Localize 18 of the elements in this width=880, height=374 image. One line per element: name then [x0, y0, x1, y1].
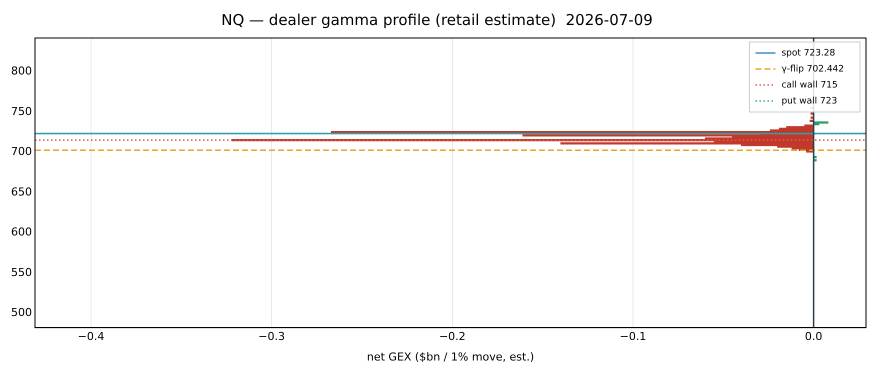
- y-tick-label: 700: [10, 145, 32, 158]
- y-tick-label: 500: [10, 306, 32, 319]
- x-tick-label: −0.4: [78, 330, 104, 344]
- y-tick-label: 550: [10, 266, 32, 279]
- legend-label: spot 723.28: [781, 48, 836, 58]
- x-tick-label: −0.2: [438, 330, 466, 344]
- chart-title: NQ — dealer gamma profile (retail estimate) 2026-07-09: [221, 10, 653, 29]
- legend-label: put wall 723: [781, 96, 838, 106]
- y-tick-label: 750: [10, 104, 32, 118]
- x-tick-label: −0.3: [258, 330, 286, 344]
- legend-label: call wall 715: [781, 80, 838, 90]
- y-tick-label: 650: [10, 185, 32, 198]
- legend-label: γ-flip 702.442: [781, 64, 844, 74]
- y-tick-label: 600: [10, 226, 32, 239]
- x-axis-title: net GEX ($bn / 1% move, est.): [366, 350, 534, 364]
- x-tick-label: 0.0: [804, 330, 822, 344]
- x-tick-label: −0.1: [620, 330, 646, 344]
- y-tick-label: 800: [10, 64, 32, 78]
